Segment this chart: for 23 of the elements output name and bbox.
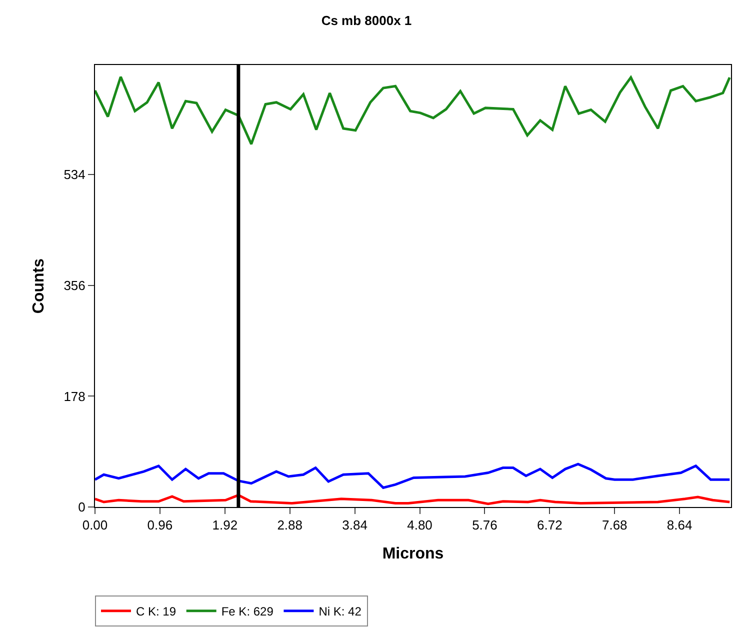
x-tick-label: 2.88: [277, 518, 303, 533]
x-tick-label: 7.68: [602, 518, 628, 533]
y-tick-label: 0: [78, 500, 86, 515]
y-axis-title: Counts: [30, 258, 48, 314]
x-tick-label: 4.80: [407, 518, 432, 533]
y-tick-label: 178: [64, 388, 86, 404]
x-tick-label: 5.76: [472, 518, 498, 533]
x-tick-label: 0.00: [82, 518, 108, 533]
x-tick-label: 1.92: [212, 518, 238, 533]
x-tick-label: 0.96: [147, 518, 173, 533]
line-series: [95, 76, 731, 146]
legend-label: Ni K: 42: [318, 604, 362, 619]
y-tick-label: 356: [64, 278, 86, 293]
chart-title: Cs mb 8000x 1: [321, 12, 412, 28]
legend-label: C K: 19: [136, 604, 176, 619]
x-axis-title: Microns: [382, 545, 444, 562]
line-series: [95, 494, 731, 506]
legend-label: Fe K: 629: [221, 604, 274, 619]
line-series: [95, 462, 731, 489]
x-tick-label: 3.84: [342, 518, 368, 533]
x-tick-label: 8.64: [666, 518, 692, 533]
y-tick-label: 534: [64, 167, 86, 182]
x-tick-label: 6.72: [537, 518, 562, 533]
